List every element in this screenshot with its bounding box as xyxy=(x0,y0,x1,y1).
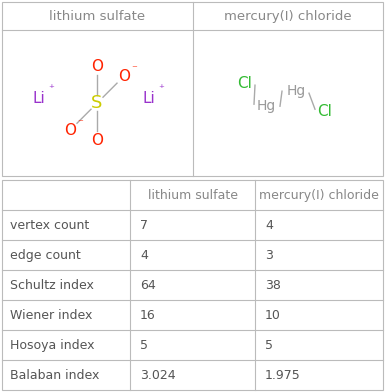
Text: O: O xyxy=(118,69,130,83)
Text: lithium sulfate: lithium sulfate xyxy=(147,189,238,202)
Text: 10: 10 xyxy=(265,309,281,321)
Text: 3.024: 3.024 xyxy=(140,368,176,381)
Text: Li: Li xyxy=(33,91,45,106)
Text: O: O xyxy=(64,123,76,138)
Text: Wiener index: Wiener index xyxy=(10,309,92,321)
Text: mercury(I) chloride: mercury(I) chloride xyxy=(224,9,352,22)
Text: lithium sulfate: lithium sulfate xyxy=(49,9,145,22)
Text: Cl: Cl xyxy=(318,104,332,119)
Text: 1.975: 1.975 xyxy=(265,368,301,381)
Text: ⁺: ⁺ xyxy=(158,84,164,94)
Text: vertex count: vertex count xyxy=(10,219,89,232)
Text: 16: 16 xyxy=(140,309,156,321)
Text: Hg: Hg xyxy=(286,84,306,98)
Text: edge count: edge count xyxy=(10,249,81,262)
Text: mercury(I) chloride: mercury(I) chloride xyxy=(259,189,379,202)
Text: 38: 38 xyxy=(265,279,281,292)
Text: Li: Li xyxy=(142,91,156,106)
Text: 7: 7 xyxy=(140,219,148,232)
Text: Schultz index: Schultz index xyxy=(10,279,94,292)
Text: Balaban index: Balaban index xyxy=(10,368,99,381)
Text: Cl: Cl xyxy=(238,76,253,91)
Text: 5: 5 xyxy=(265,339,273,352)
Text: ⁻: ⁻ xyxy=(131,64,137,74)
Text: 4: 4 xyxy=(265,219,273,232)
Text: O: O xyxy=(91,133,103,148)
Text: ⁻: ⁻ xyxy=(77,118,83,128)
Text: O: O xyxy=(91,59,103,74)
Text: 3: 3 xyxy=(265,249,273,262)
Text: ⁺: ⁺ xyxy=(48,84,54,94)
Text: 5: 5 xyxy=(140,339,148,352)
Text: Hg: Hg xyxy=(256,99,276,113)
Text: S: S xyxy=(91,94,103,112)
Text: 64: 64 xyxy=(140,279,156,292)
Text: Hosoya index: Hosoya index xyxy=(10,339,94,352)
Text: 4: 4 xyxy=(140,249,148,262)
